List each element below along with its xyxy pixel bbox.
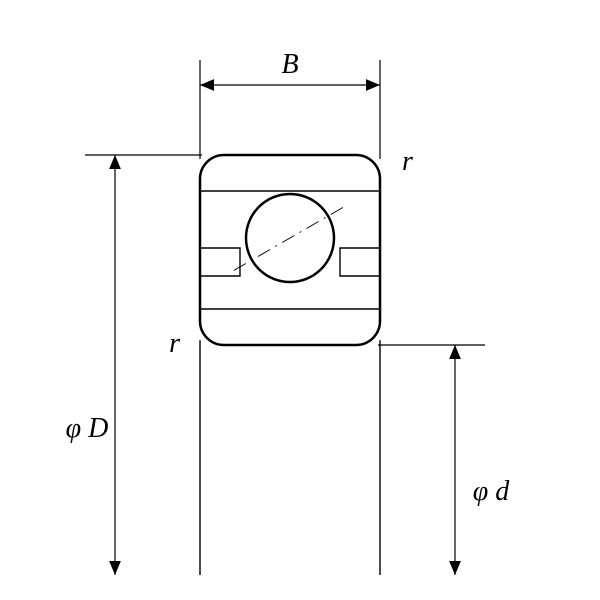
dim-label-d: φ d xyxy=(473,476,511,507)
dim-label-B: B xyxy=(281,49,298,80)
bearing-cross-section-diagram: Bφ D φ d r r xyxy=(0,0,600,600)
dim-label-D: φ D xyxy=(66,413,109,444)
label-r-top: r xyxy=(402,146,413,177)
label-r-bot: r xyxy=(169,328,180,359)
